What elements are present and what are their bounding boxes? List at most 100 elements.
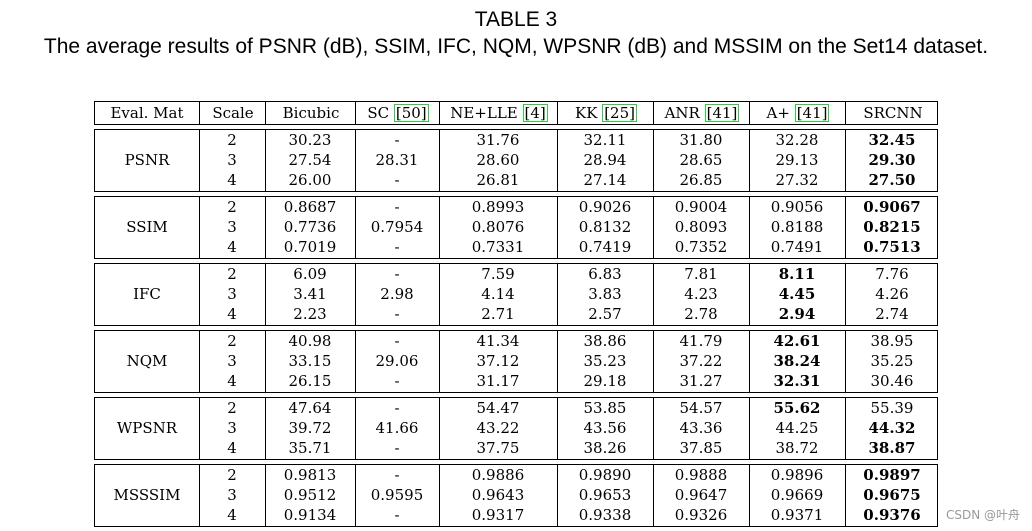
value-cell: 0.7331 (471, 238, 525, 256)
value-cell: 4.14 (481, 285, 515, 303)
value-cell: 0.9886 (471, 466, 525, 484)
value-cell: - (394, 372, 400, 390)
value-cell: 4.26 (875, 285, 909, 303)
value-cell: - (394, 238, 400, 256)
value-cell: 29.18 (583, 372, 627, 390)
value-cell: 0.9338 (578, 506, 632, 524)
value-cell: 6.83 (588, 265, 622, 283)
value-cell: 0.9371 (770, 506, 824, 524)
value-cell: 29.13 (775, 151, 819, 169)
value-cell: 31.17 (476, 372, 520, 390)
header-cell: NE+LLE [4] (439, 102, 558, 124)
value-cell: 32.28 (775, 131, 819, 149)
value-cell: 38.86 (583, 332, 627, 350)
header-label: Bicubic (282, 104, 340, 122)
header-cell: SC [50] (355, 102, 440, 124)
table-row: 3 0.7736 0.7954 0.8076 0.8132 0.8093 0.8188 0.8… (95, 217, 937, 237)
value-cell: 54.57 (679, 399, 723, 417)
value-cell: 38.26 (583, 439, 627, 457)
scale-cell: 4 (227, 238, 237, 256)
table-row: 4 26.15 - 31.17 29.18 31.27 32.31 30.46 (95, 371, 937, 391)
value-cell: 0.9675 (863, 486, 921, 504)
value-cell: 2.98 (380, 285, 414, 303)
scale-cell: 4 (227, 305, 237, 323)
metric-group: IFC 2 6.09 - 7.59 6.83 7.81 8.11 7.76 3 3.41 2.98 4.… (94, 263, 938, 326)
table-caption-subtitle: The average results of PSNR (dB), SSIM, … (43, 35, 989, 58)
value-cell: - (394, 332, 400, 350)
citation-link[interactable]: [50] (393, 104, 429, 122)
metric-group: PSNR 2 30.23 - 31.76 32.11 31.80 32.28 32.45 3 27.… (94, 129, 938, 192)
value-cell: 26.00 (288, 171, 332, 189)
scale-cell: 3 (227, 419, 237, 437)
value-cell: 38.95 (870, 332, 914, 350)
metric-label: SSIM (126, 218, 168, 236)
value-cell: 28.65 (679, 151, 723, 169)
table-row: 2 6.09 - 7.59 6.83 7.81 8.11 7.76 (95, 264, 937, 284)
value-cell: 0.7019 (283, 238, 337, 256)
value-cell: 41.79 (679, 332, 723, 350)
value-cell: 27.50 (868, 171, 916, 189)
scale-cell: 3 (227, 218, 237, 236)
table-row: 3 39.72 41.66 43.22 43.56 43.36 44.25 44.32 (95, 418, 937, 438)
citation-link[interactable]: [41] (704, 104, 740, 122)
value-cell: 31.80 (679, 131, 723, 149)
value-cell: 32.45 (868, 131, 916, 149)
table-row: 4 0.7019 - 0.7331 0.7419 0.7352 0.7491 0.7513 (95, 237, 937, 257)
watermark: CSDN @叶舟 (945, 508, 1020, 522)
table-row: 4 2.23 - 2.71 2.57 2.78 2.94 2.74 (95, 304, 937, 324)
value-cell: 0.8215 (863, 218, 921, 236)
value-cell: 41.66 (375, 419, 419, 437)
value-cell: 41.34 (476, 332, 520, 350)
value-cell: 42.61 (773, 332, 821, 350)
value-cell: 3.83 (588, 285, 622, 303)
table-row: 2 0.9813 - 0.9886 0.9890 0.9888 0.9896 0.9897 (95, 465, 937, 485)
header-label: Eval. Mat (110, 104, 184, 122)
value-cell: 27.14 (583, 171, 627, 189)
value-cell: 4.45 (778, 285, 816, 303)
header-cell: Scale (199, 102, 266, 124)
value-cell: 0.8076 (471, 218, 525, 236)
header-cell: KK [25] (557, 102, 654, 124)
value-cell: - (394, 305, 400, 323)
header-cell: Bicubic (265, 102, 356, 124)
value-cell: 0.9056 (770, 198, 824, 216)
table-header-row: Eval. Mat Scale Bicubic SC [50] NE+LLE [4] KK… (94, 101, 938, 125)
header-cell: Eval. Mat (95, 102, 199, 124)
citation-link[interactable]: [41] (794, 104, 830, 122)
value-cell: 0.7352 (674, 238, 728, 256)
citation-link[interactable]: [4] (522, 104, 548, 122)
scale-cell: 3 (227, 285, 237, 303)
metric-group: NQM 2 40.98 - 41.34 38.86 41.79 42.61 38.95 3 33.1… (94, 330, 938, 393)
table-caption-title: TABLE 3 (474, 8, 558, 31)
scale-cell: 2 (227, 265, 237, 283)
value-cell: 37.85 (679, 439, 723, 457)
value-cell: 0.8093 (674, 218, 728, 236)
value-cell: 30.46 (870, 372, 914, 390)
value-cell: 0.9512 (283, 486, 337, 504)
metric-group: MSSSIM 2 0.9813 - 0.9886 0.9890 0.9888 0.9896 0.… (94, 464, 938, 527)
table-row: 2 47.64 - 54.47 53.85 54.57 55.62 55.39 (95, 398, 937, 418)
results-table: Eval. Mat Scale Bicubic SC [50] NE+LLE [4] KK… (94, 101, 938, 527)
citation-link[interactable]: [25] (602, 104, 637, 122)
value-cell: 2.78 (684, 305, 718, 323)
value-cell: 39.72 (288, 419, 332, 437)
header-cell: SRCNN (845, 102, 940, 124)
table-row: 4 35.71 - 37.75 38.26 37.85 38.72 38.87 (95, 438, 937, 458)
value-cell: 0.9653 (578, 486, 632, 504)
value-cell: 53.85 (583, 399, 627, 417)
value-cell: 0.7736 (283, 218, 337, 236)
value-cell: 47.64 (288, 399, 332, 417)
metric-label: PSNR (124, 151, 170, 169)
value-cell: 38.24 (773, 352, 821, 370)
value-cell: 0.9317 (471, 506, 525, 524)
scale-cell: 2 (227, 198, 237, 216)
table-row: 2 40.98 - 41.34 38.86 41.79 42.61 38.95 (95, 331, 937, 351)
value-cell: 28.60 (476, 151, 520, 169)
value-cell: - (394, 171, 400, 189)
value-cell: 27.32 (775, 171, 819, 189)
scale-cell: 2 (227, 466, 237, 484)
scale-cell: 3 (227, 151, 237, 169)
header-label: NE+LLE (450, 104, 523, 122)
header-label: SRCNN (863, 104, 923, 122)
value-cell: 0.9813 (283, 466, 337, 484)
